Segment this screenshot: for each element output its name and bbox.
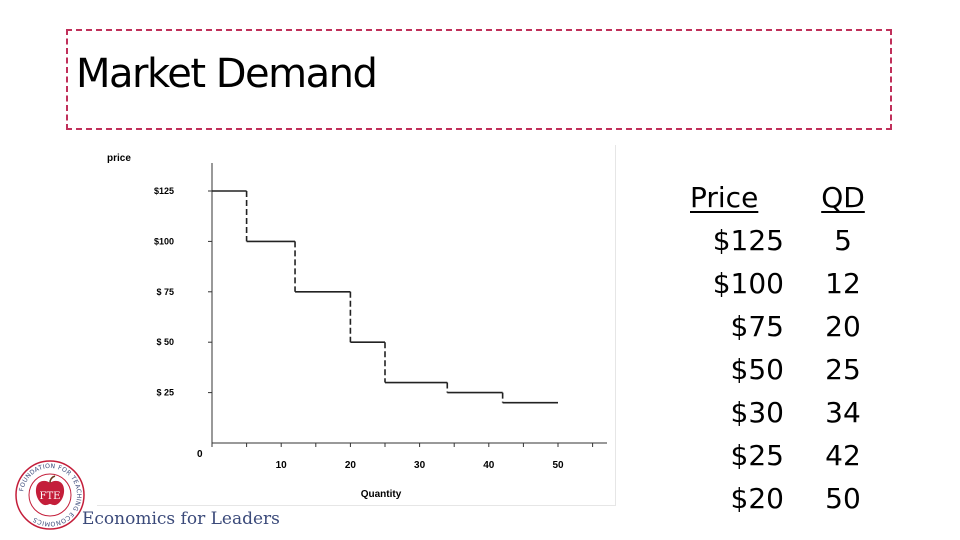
qd-cell: 20 — [825, 310, 861, 343]
table-row: $50 25 — [690, 348, 898, 391]
price-cell: $100 — [712, 267, 784, 300]
y-tick-label: $ 75 — [156, 287, 174, 297]
price-cell: $50 — [730, 353, 784, 386]
y-axis-title: price — [107, 153, 131, 164]
origin-label: 0 — [197, 449, 203, 460]
table-row: $125 5 — [690, 219, 898, 262]
y-tick-label: $ 50 — [156, 337, 174, 347]
logo-tagline: Economics for Leaders — [82, 509, 280, 529]
x-tick-label: 10 — [276, 460, 288, 471]
demand-table: Price QD $125 5 $100 12 $75 20 $50 25 $30 34 $25 42… — [690, 176, 898, 520]
table-row: $100 12 — [690, 262, 898, 305]
qd-header: QD — [821, 181, 865, 214]
fte-logo: FOUNDATION FOR TEACHING ECONOMICS FTE Ec… — [8, 455, 308, 535]
demand-chart: price Quantity 0 $ 25 $ 50 $ 75 $100 $125 10 20 30… — [97, 145, 616, 506]
y-tick-label: $ 25 — [156, 388, 174, 398]
price-cell: $25 — [730, 439, 784, 472]
table-row: $75 20 — [690, 305, 898, 348]
table-row: $20 50 — [690, 477, 898, 520]
table-row: $30 34 — [690, 391, 898, 434]
demand-chart-svg: price Quantity 0 $ 25 $ 50 $ 75 $100 $125 10 20 30… — [107, 153, 607, 500]
x-tick-label: 50 — [552, 460, 564, 471]
y-tick-label: $125 — [154, 186, 174, 196]
price-cell: $75 — [730, 310, 784, 343]
price-cell: $30 — [730, 396, 784, 429]
page-title: Market Demand — [76, 51, 378, 97]
fte-badge-text: FTE — [40, 491, 61, 502]
qd-cell: 5 — [834, 224, 852, 257]
qd-cell: 12 — [825, 267, 861, 300]
qd-cell: 34 — [825, 396, 861, 429]
qd-cell: 42 — [825, 439, 861, 472]
qd-cell: 50 — [825, 482, 861, 515]
apple-logo-icon: FOUNDATION FOR TEACHING ECONOMICS FTE — [15, 460, 85, 530]
table-row: $25 42 — [690, 434, 898, 477]
x-tick-label: 20 — [345, 460, 357, 471]
price-cell: $20 — [730, 482, 784, 515]
qd-cell: 25 — [825, 353, 861, 386]
price-cell: $125 — [712, 224, 784, 257]
title-box: Market Demand — [66, 29, 892, 130]
table-body: $125 5 $100 12 $75 20 $50 25 $30 34 $25 42 $20 50 — [690, 219, 898, 520]
x-tick-label: 40 — [483, 460, 495, 471]
table-header: Price QD — [690, 176, 898, 219]
y-tick-label: $100 — [154, 236, 174, 246]
price-header: Price — [690, 181, 759, 214]
x-tick-label: 30 — [414, 460, 426, 471]
x-axis-title: Quantity — [361, 489, 402, 500]
